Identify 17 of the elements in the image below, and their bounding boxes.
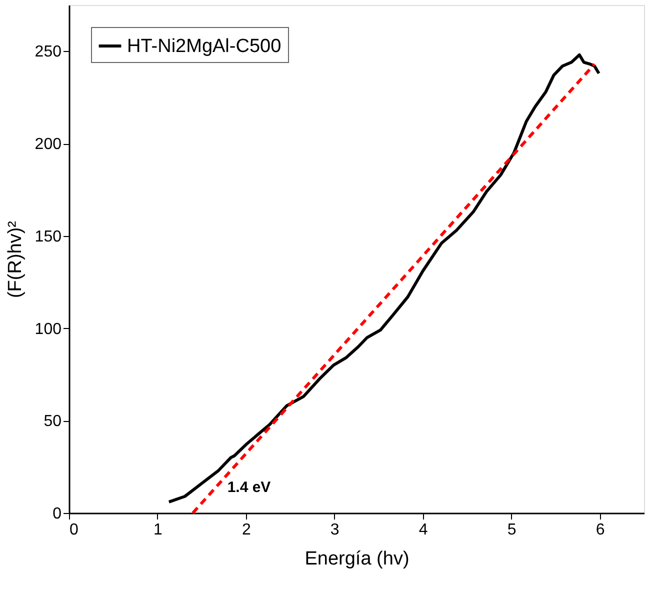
y-axis-title: (F(R)hv)² [4, 220, 26, 298]
x-tick-label: 1 [154, 522, 163, 538]
y-tick-label: 250 [34, 44, 62, 61]
x-tick-label: 2 [242, 522, 251, 538]
x-tick-label: 3 [330, 522, 340, 538]
annotation: 1.4 eV [227, 479, 271, 496]
x-tick-label: 4 [418, 522, 428, 538]
x-tick-label: 6 [596, 522, 605, 538]
x-axis-title: Energía (hv) [304, 548, 410, 570]
y-tick-label: 50 [44, 413, 62, 430]
legend-label: HT-Ni2MgAl-C500 [127, 36, 282, 57]
y-tick-label: 150 [34, 228, 62, 246]
y-tick-label: 0 [52, 506, 62, 522]
y-tick-label: 200 [34, 136, 62, 154]
y-tick-label: 100 [34, 320, 62, 338]
x-tick-label: 0 [70, 522, 78, 538]
x-tick-label: 5 [507, 522, 516, 538]
